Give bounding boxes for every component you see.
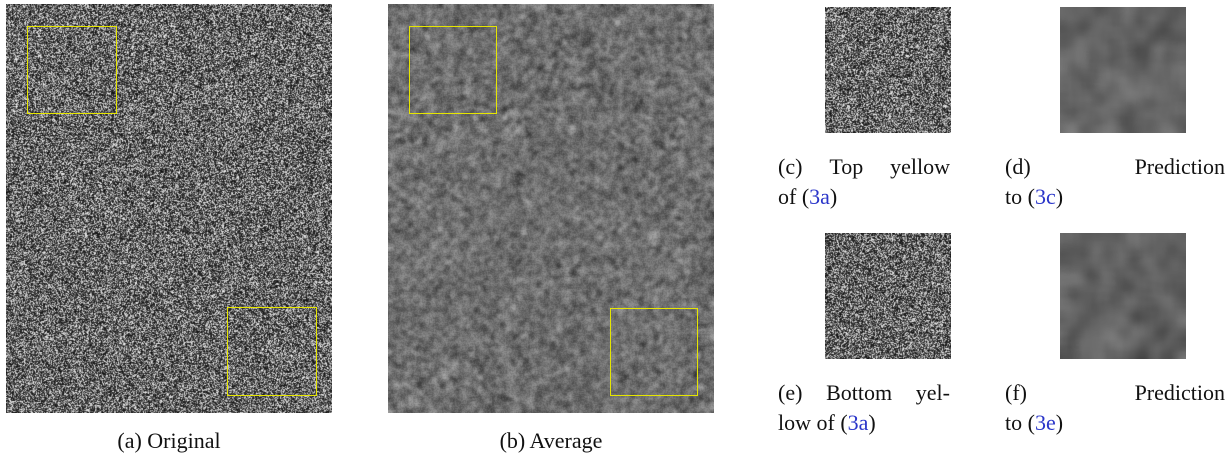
caption-f: (f) Prediction to (3e) — [1005, 378, 1225, 438]
top-yellow-box — [409, 26, 497, 114]
noise-image-original — [6, 4, 332, 413]
top-yellow-box — [27, 26, 117, 114]
panel-f-image — [1060, 233, 1186, 359]
reference-link[interactable]: 3a — [847, 410, 869, 435]
bottom-yellow-box — [610, 308, 698, 396]
caption-e: (e) Bottom yel- low of (3a) — [778, 378, 950, 438]
panel-c-image — [825, 7, 951, 133]
bottom-yellow-box — [227, 307, 317, 396]
caption-c: (c) Top yellow of (3a) — [778, 152, 950, 212]
caption-b: (b) Average — [499, 428, 603, 453]
caption-e-line1: (e) Bottom yel- — [778, 380, 950, 405]
caption-a: (a) Original — [117, 428, 221, 453]
reference-link[interactable]: 3e — [1034, 410, 1056, 435]
caption-e-line2: low of (3a) — [778, 410, 876, 435]
panel-e-image — [825, 233, 951, 359]
reference-link[interactable]: 3a — [809, 184, 830, 209]
noise-image-average — [388, 4, 714, 413]
reference-link[interactable]: 3c — [1034, 184, 1056, 209]
panel-d-image — [1060, 7, 1186, 133]
caption-d-line2: to (3c) — [1005, 184, 1064, 209]
panel-a-image — [6, 4, 332, 413]
caption-d: (d) Prediction to (3c) — [1005, 152, 1225, 212]
caption-f-line1: (f) Prediction — [1005, 380, 1225, 405]
caption-c-line2: of (3a) — [778, 184, 838, 209]
caption-f-line2: to (3e) — [1005, 410, 1064, 435]
caption-c-line1: (c) Top yellow — [778, 154, 950, 179]
caption-d-line1: (d) Prediction — [1005, 154, 1225, 179]
panel-b-image — [388, 4, 714, 413]
